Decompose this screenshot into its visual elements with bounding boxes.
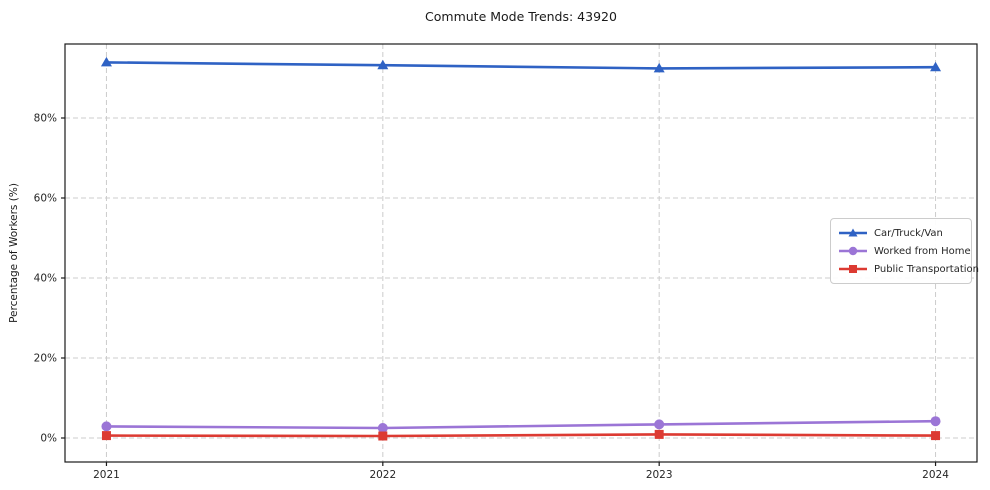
series-line bbox=[106, 419, 936, 430]
triangle-marker bbox=[100, 56, 112, 67]
y-tick-label: 80% bbox=[34, 113, 57, 125]
square-marker bbox=[931, 431, 941, 441]
legend-label: Car/Truck/Van bbox=[874, 227, 943, 239]
square-marker bbox=[654, 429, 664, 439]
square-marker bbox=[378, 431, 388, 441]
legend-item: Car/Truck/Van bbox=[838, 225, 963, 241]
circle-marker bbox=[377, 423, 388, 433]
legend-line-marker-icon bbox=[839, 228, 867, 237]
y-tick-label: 60% bbox=[34, 193, 57, 205]
circle-marker bbox=[654, 419, 665, 430]
triangle-marker bbox=[930, 61, 942, 72]
axes-box bbox=[64, 43, 978, 463]
legend-line-marker-icon bbox=[839, 246, 867, 256]
legend: Car/Truck/Van Worked from Home Public Tr… bbox=[830, 218, 979, 284]
y-tick-label: 20% bbox=[34, 353, 57, 365]
series-line bbox=[106, 61, 936, 70]
series-line bbox=[106, 433, 936, 438]
circle-marker bbox=[930, 416, 941, 427]
circle-marker bbox=[101, 421, 112, 432]
x-tick-label: 2024 bbox=[922, 469, 949, 481]
legend-line-marker-icon bbox=[839, 265, 867, 273]
x-tick-label: 2021 bbox=[93, 469, 120, 481]
x-tick-label: 2023 bbox=[646, 469, 673, 481]
chart-title: Commute Mode Trends: 43920 bbox=[425, 9, 617, 24]
square-marker bbox=[101, 431, 111, 441]
x-tick-label: 2022 bbox=[369, 469, 396, 481]
triangle-marker bbox=[653, 62, 665, 73]
legend-label: Public Transportation bbox=[874, 263, 979, 275]
legend-item: Public Transportation bbox=[838, 261, 979, 277]
legend-item: Worked from Home bbox=[838, 243, 971, 259]
triangle-marker bbox=[377, 59, 389, 70]
y-tick-label: 0% bbox=[40, 433, 57, 445]
y-tick-label: 40% bbox=[34, 273, 57, 285]
legend-label: Worked from Home bbox=[874, 245, 971, 257]
